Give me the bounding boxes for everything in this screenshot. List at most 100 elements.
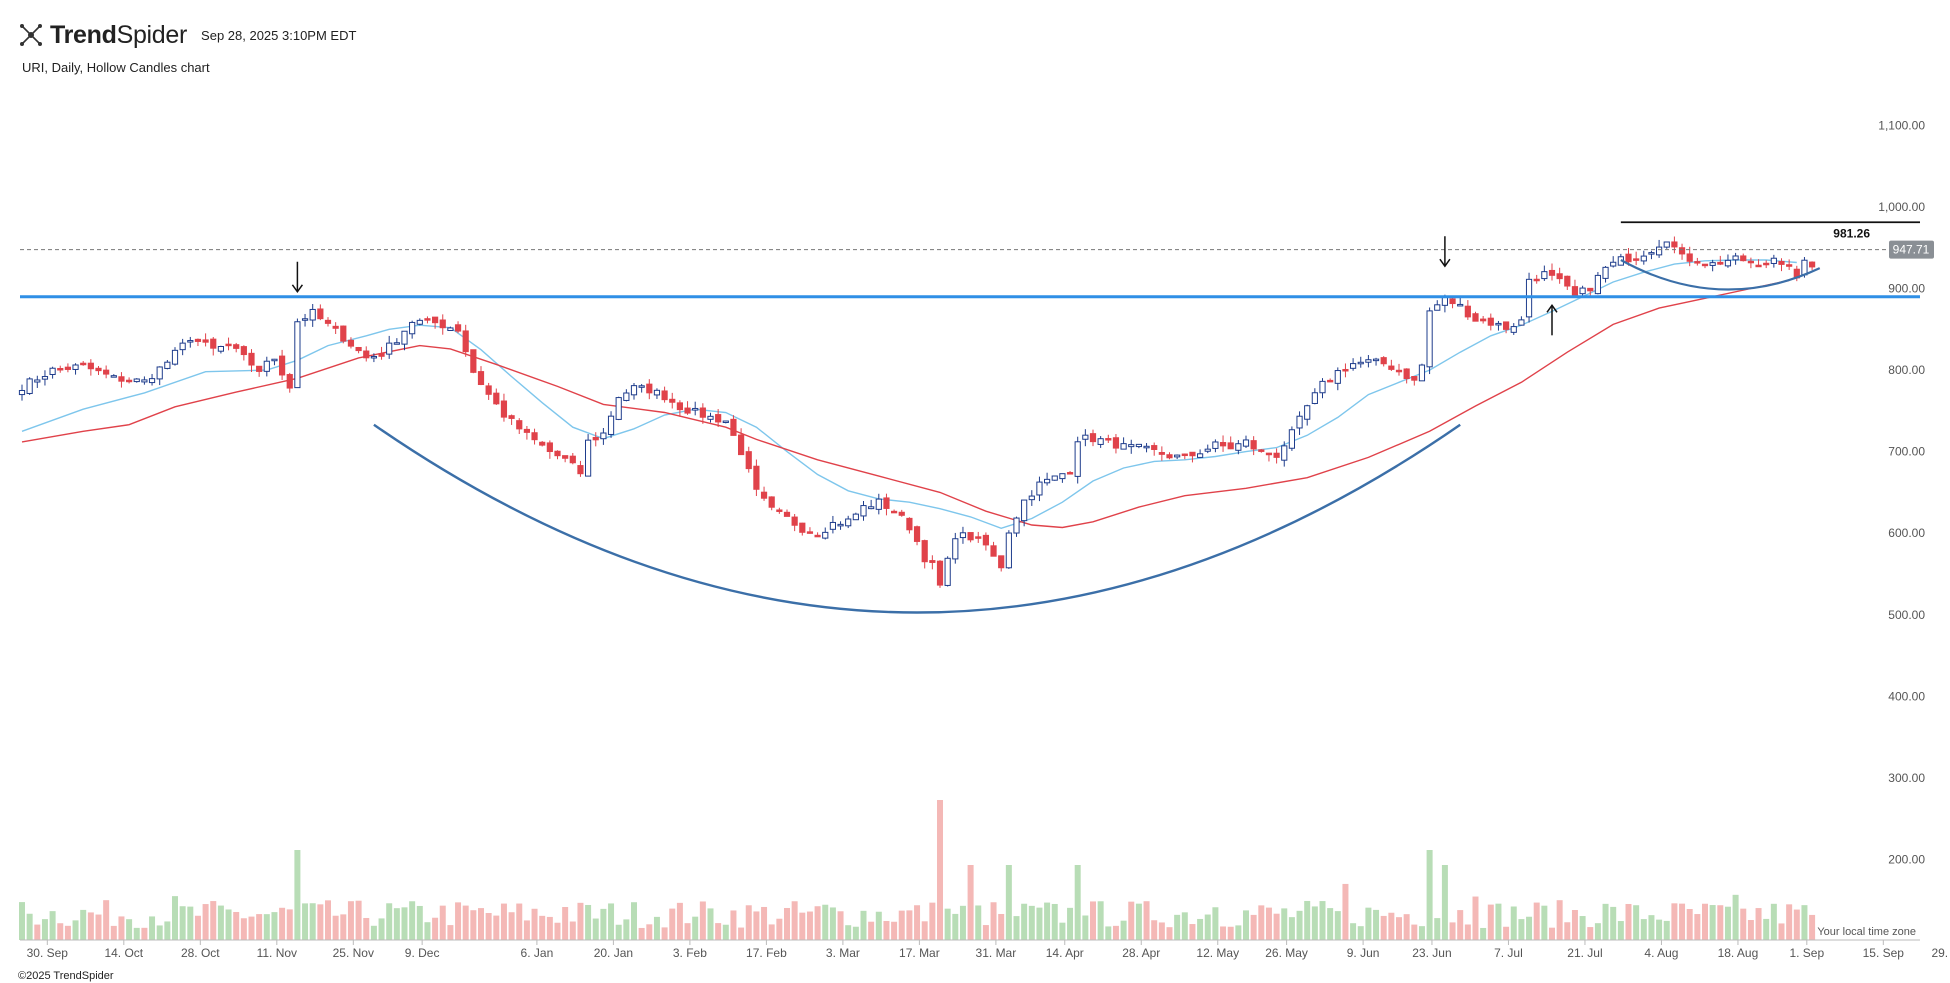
candle [64, 363, 72, 373]
volume-bar [1801, 905, 1808, 940]
candle [1786, 259, 1793, 270]
volume-bar [1809, 914, 1816, 940]
volume-bar [248, 916, 255, 940]
volume-bar [470, 910, 477, 940]
candle [477, 366, 485, 386]
candle-body [1166, 454, 1173, 459]
candle [585, 434, 592, 477]
candle-body [1242, 439, 1250, 447]
arrow-head [1546, 304, 1558, 313]
candle-body [1426, 310, 1433, 368]
candle [692, 401, 699, 416]
volume-bar [133, 927, 140, 940]
brand-part-2: Spider [116, 20, 188, 49]
volume-bar [1220, 926, 1227, 940]
candle-body [470, 349, 477, 373]
candle [822, 527, 829, 540]
volume-bar [378, 918, 385, 940]
candle [424, 316, 431, 324]
candle [1097, 436, 1104, 448]
candle [34, 375, 41, 388]
volume-bar [1097, 901, 1104, 940]
volume-bar [317, 904, 324, 940]
brand-name: TrendSpider [50, 21, 187, 50]
candle [355, 346, 362, 354]
volume-bar [1663, 920, 1670, 940]
candle-body [1311, 392, 1318, 404]
candle-body [1732, 255, 1739, 261]
volume-bar [1304, 900, 1311, 940]
volume-bar [1617, 921, 1624, 940]
candle [952, 532, 959, 564]
candle [1610, 256, 1617, 268]
y-axis-tick-label: 200.00 [1888, 852, 1925, 866]
x-axis-tick-label: 28. Oct [181, 946, 220, 960]
x-axis-tick-label: 15. Sep [1863, 946, 1905, 960]
x-axis-tick-label: 11. Nov [257, 946, 297, 960]
volume-bar [1778, 923, 1785, 940]
volume-bar [730, 910, 737, 940]
footer-copyright: ©2025 TrendSpider [18, 970, 114, 982]
candle-body [1724, 259, 1732, 267]
candle-body [493, 392, 500, 405]
candle-body [883, 497, 890, 509]
candle [592, 432, 599, 447]
candle [370, 353, 377, 363]
candle [1258, 449, 1265, 453]
volume-bar [233, 911, 240, 940]
volume-bar [164, 921, 171, 940]
volume-bar [1373, 909, 1380, 940]
candle [1189, 451, 1196, 463]
candle [630, 382, 638, 400]
candle [523, 425, 530, 440]
candle [1074, 436, 1081, 484]
volume-bar [806, 911, 813, 940]
candle-body [1678, 247, 1686, 255]
candle-body [447, 327, 454, 331]
volume-bar [1403, 914, 1410, 940]
volume-bar [1640, 919, 1647, 940]
x-axis-tick-label: 17. Mar [899, 946, 940, 960]
candle-body [1510, 326, 1517, 333]
candle [470, 349, 477, 374]
candle [913, 525, 921, 546]
arrow-down-icon [291, 261, 304, 294]
candle [1656, 239, 1663, 258]
candle [1510, 323, 1517, 335]
candle-body [49, 367, 56, 375]
volume-bar [1296, 910, 1303, 940]
candle [72, 363, 79, 375]
candle [1021, 499, 1028, 527]
candle [194, 338, 202, 347]
volume-bar [707, 908, 714, 940]
candle-body [745, 451, 752, 470]
candle-body [875, 498, 882, 510]
volume-bar [699, 901, 706, 940]
candle [1640, 250, 1647, 265]
volume-bar [982, 925, 989, 940]
candle [447, 326, 454, 331]
y-axis-tick-label: 300.00 [1888, 771, 1925, 785]
volume-bar [554, 922, 561, 940]
volume-bar [944, 908, 951, 940]
candle [1158, 446, 1165, 461]
volume-bar [562, 907, 569, 940]
candle-body [569, 455, 576, 464]
candle [294, 318, 301, 389]
volume-bar [194, 915, 201, 940]
candle-body [1066, 472, 1074, 475]
x-axis-tick-label: 3. Mar [826, 946, 860, 960]
x-axis-tick-label: 14. Oct [104, 946, 143, 960]
volume-bar [1212, 907, 1219, 940]
candle [699, 403, 706, 424]
candle [661, 386, 668, 403]
candle [103, 365, 110, 379]
candle-body [1219, 442, 1227, 447]
candle [393, 338, 400, 345]
volume-bar [1067, 907, 1074, 940]
volume-bar [149, 916, 156, 940]
volume-bar [669, 908, 676, 940]
candle-body [615, 397, 622, 420]
y-axis-tick-label: 500.00 [1888, 608, 1925, 622]
